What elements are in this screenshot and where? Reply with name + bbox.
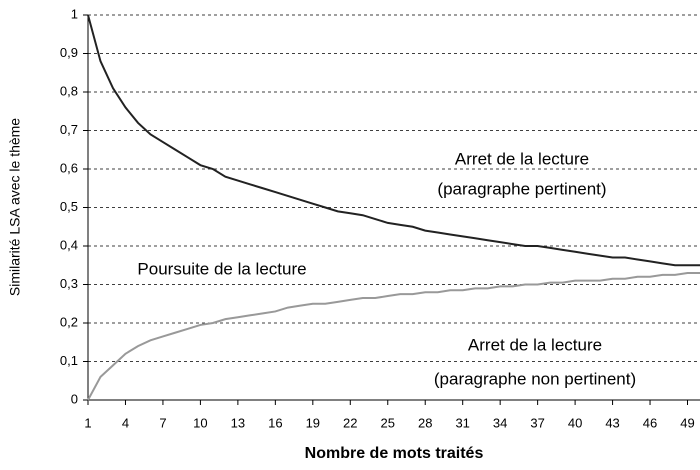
x-tick-label: 34 xyxy=(493,415,507,430)
y-tick-label: 0,2 xyxy=(60,314,78,329)
x-tick-label: 31 xyxy=(455,415,469,430)
annotation: Poursuite de la lecture xyxy=(137,259,306,278)
x-tick-label: 4 xyxy=(122,415,129,430)
x-tick-label: 22 xyxy=(343,415,357,430)
x-tick-label: 46 xyxy=(643,415,657,430)
annotation: (paragraphe non pertinent) xyxy=(434,369,636,388)
y-tick-label: 0,3 xyxy=(60,276,78,291)
y-axis-title: Similarité LSA avec le thème xyxy=(7,118,23,296)
x-tick-label: 13 xyxy=(231,415,245,430)
x-tick-label: 16 xyxy=(268,415,282,430)
x-tick-label: 37 xyxy=(530,415,544,430)
x-tick-label: 40 xyxy=(568,415,582,430)
y-tick-label: 1 xyxy=(71,6,78,21)
x-axis-title: Nombre de mots traités xyxy=(305,445,484,462)
x-tick-label: 7 xyxy=(159,415,166,430)
y-tick-label: 0,8 xyxy=(60,83,78,98)
x-tick-label: 49 xyxy=(680,415,694,430)
annotation: Arret de la lecture xyxy=(468,335,602,354)
line xyxy=(87,14,700,267)
y-tick-label: 0,9 xyxy=(60,45,78,60)
y-tick-label: 0,5 xyxy=(60,199,78,214)
y-tick-label: 0 xyxy=(71,391,78,406)
y-tick-label: 0,4 xyxy=(60,237,78,252)
y-tick-label: 0,7 xyxy=(60,122,78,137)
x-tick-label: 43 xyxy=(605,415,619,430)
x-tick-label: 1 xyxy=(84,415,91,430)
annotation: (paragraphe pertinent) xyxy=(437,179,606,198)
line xyxy=(87,271,700,401)
x-tick-label: 25 xyxy=(381,415,395,430)
y-tick-label: 0,1 xyxy=(60,353,78,368)
y-tick-label: 0,6 xyxy=(60,160,78,175)
x-tick-label: 28 xyxy=(418,415,432,430)
x-tick-label: 19 xyxy=(306,415,320,430)
x-tick-label: 10 xyxy=(193,415,207,430)
annotation: Arret de la lecture xyxy=(455,149,589,168)
